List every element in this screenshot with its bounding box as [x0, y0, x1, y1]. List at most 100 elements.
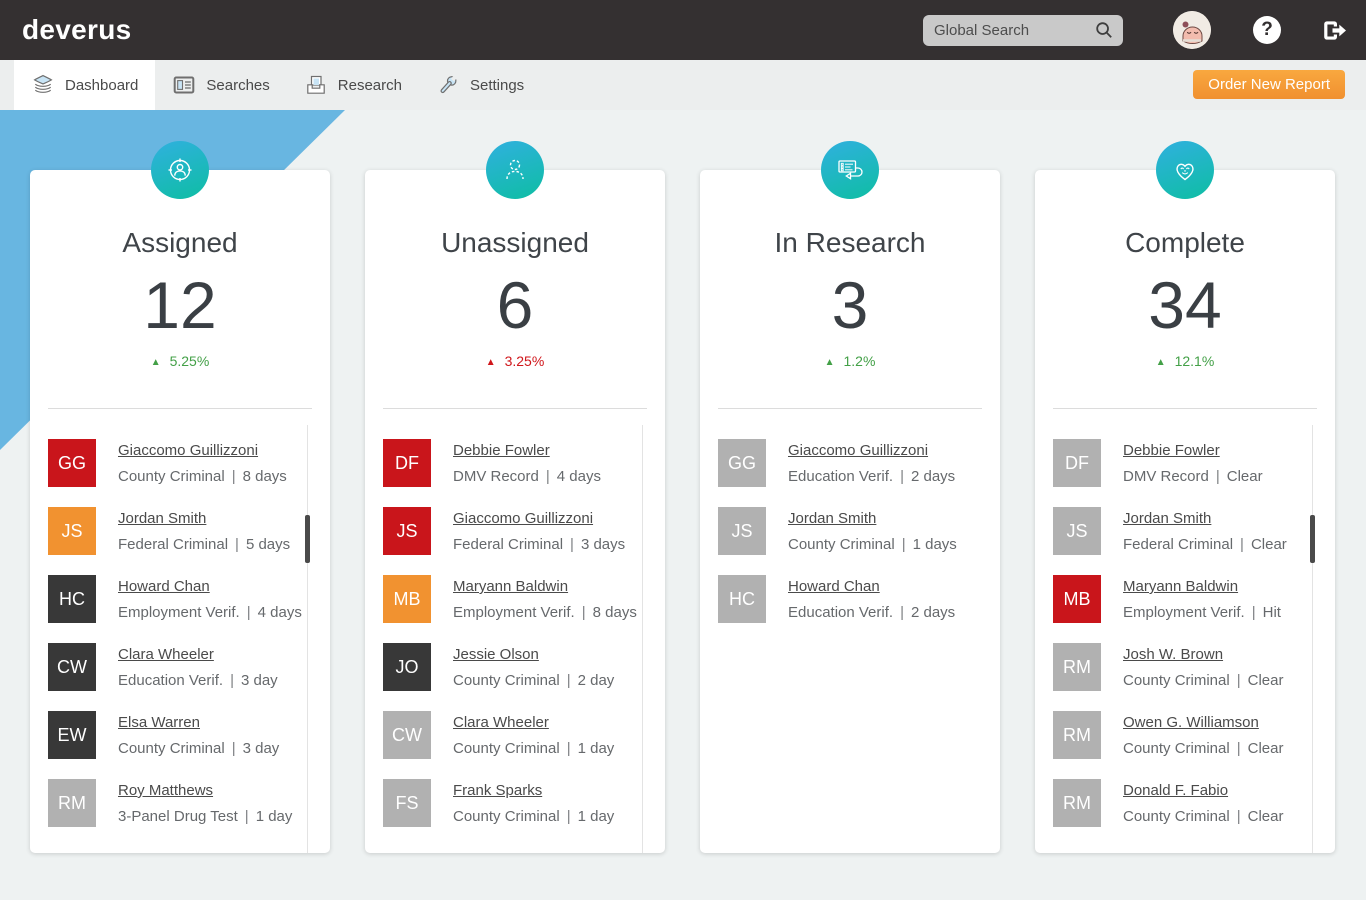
record-type: Federal Criminal [1123, 536, 1234, 553]
card-title: In Research [774, 227, 926, 258]
avatar: HC [718, 575, 766, 623]
topbar: deverus ? [0, 0, 1366, 60]
avatar: RM [1053, 779, 1101, 827]
card-divider [383, 408, 647, 409]
applicant-name-link[interactable]: Giaccomo Guillizzoni [788, 442, 929, 459]
logout-icon [1324, 20, 1346, 40]
avatar: RM [1053, 643, 1101, 691]
avatar: DF [1053, 439, 1101, 487]
window-list-icon [174, 76, 195, 94]
dashboard-content: Assigned 12 ▲ 5.25% GG Giaccomo Guillizzo… [0, 110, 1366, 900]
trend-value: 5.25% [169, 353, 210, 369]
applicant-name-link[interactable]: Maryann Baldwin [453, 578, 569, 595]
list-item: DF Debbie Fowler DMV Record | 4 days [383, 439, 639, 487]
applicant-name-link[interactable]: Giaccomo Guillizzoni [118, 442, 259, 459]
record-status: 1 day [577, 808, 615, 825]
trend-value: 12.1% [1174, 353, 1215, 369]
user-avatar-button[interactable] [1173, 11, 1211, 49]
applicant-name-link[interactable]: Howard Chan [118, 578, 210, 595]
applicant-name-link[interactable]: Frank Sparks [453, 782, 543, 799]
trend-indicator: ▲ 12.1% [1035, 353, 1335, 369]
record-type: DMV Record [1123, 468, 1209, 485]
status-card-assigned: Assigned 12 ▲ 5.25% GG Giaccomo Guillizzo… [30, 141, 330, 853]
wrench-icon [440, 75, 458, 94]
pipe-separator: | [545, 468, 550, 485]
list-item: RM Josh W. Brown County Criminal | Clear [1053, 643, 1309, 691]
list-item: CW Clara Wheeler County Criminal | 1 day [383, 711, 639, 759]
avatar: JS [383, 507, 431, 555]
list-item: MB Maryann Baldwin Employment Verif. | 8 d… [383, 575, 639, 623]
record-type: County Criminal [453, 808, 560, 825]
pipe-separator: | [566, 672, 571, 689]
applicant-name-link[interactable]: Owen G. Williamson [1123, 714, 1259, 731]
pipe-separator: | [566, 740, 571, 757]
applicant-name-link[interactable]: Clara Wheeler [453, 714, 549, 731]
list-item: JS Jordan Smith Federal Criminal | Clear [1053, 507, 1309, 555]
record-status: 2 days [910, 604, 956, 621]
global-search-box[interactable] [923, 14, 1123, 46]
list-item: DF Debbie Fowler DMV Record | Clear [1053, 439, 1309, 487]
card-count: 6 [496, 268, 534, 342]
list-item: GG Giaccomo Guillizzoni Education Verif.… [718, 439, 974, 487]
card-badge [151, 141, 209, 199]
record-status: 1 day [577, 740, 615, 757]
global-search-input[interactable] [934, 21, 1094, 39]
list-item: JS Giaccomo Guillizzoni Federal Criminal… [383, 507, 639, 555]
applicant-name-link[interactable]: Elsa Warren [118, 714, 200, 731]
in-research-form-return-icon [838, 160, 863, 180]
record-type: Employment Verif. [1123, 604, 1245, 621]
record-info: Education Verif. | 2 days [788, 604, 955, 621]
applicant-name-link[interactable]: Josh W. Brown [1123, 646, 1224, 663]
tab-settings[interactable]: Settings [419, 60, 541, 110]
applicant-name-link[interactable]: Maryann Baldwin [1123, 578, 1239, 595]
tab-dashboard[interactable]: Dashboard [14, 60, 156, 110]
card-count: 3 [831, 268, 869, 342]
applicant-name-link[interactable]: Jordan Smith [788, 510, 877, 527]
scrollbar-thumb[interactable] [1310, 515, 1315, 563]
card-badge [1156, 141, 1214, 199]
tab-label: Settings [469, 76, 525, 94]
applicant-name-link[interactable]: Debbie Fowler [453, 442, 550, 459]
list-item: GG Giaccomo Guillizzoni County Criminal |… [48, 439, 304, 487]
tab-research[interactable]: Research [287, 60, 419, 110]
record-status: Clear [1247, 740, 1284, 757]
record-status: 1 days [912, 536, 957, 553]
printer-icon [306, 75, 325, 94]
applicant-name-link[interactable]: Jordan Smith [1123, 510, 1212, 527]
applicant-name-link[interactable]: Howard Chan [788, 578, 880, 595]
record-info: County Criminal | Clear [1123, 740, 1283, 757]
trend-arrow-icon: ▲ [150, 357, 161, 368]
avatar: HC [48, 575, 96, 623]
tab-searches[interactable]: Searches [155, 60, 286, 110]
pipe-separator: | [231, 468, 236, 485]
search-icon[interactable] [1094, 20, 1114, 40]
applicant-name-link[interactable]: Roy Matthews [118, 782, 214, 799]
card-divider [1053, 408, 1317, 409]
logout-button[interactable] [1321, 17, 1348, 44]
record-info: DMV Record | 4 days [453, 468, 601, 485]
record-type: Employment Verif. [453, 604, 575, 621]
pipe-separator: | [1251, 604, 1256, 621]
pipe-separator: | [901, 536, 906, 553]
order-new-report-button[interactable]: Order New Report [1193, 70, 1345, 99]
avatar: GG [718, 439, 766, 487]
applicant-name-link[interactable]: Jessie Olson [453, 646, 539, 663]
list-item: RM Donald F. Fabio County Criminal | Clear [1053, 779, 1309, 827]
unassigned-dashed-person-icon [506, 159, 524, 180]
record-status: 1 day [255, 808, 293, 825]
pipe-separator: | [1240, 536, 1244, 553]
pipe-separator: | [581, 604, 586, 621]
applicant-name-link[interactable]: Jordan Smith [118, 510, 207, 527]
help-button[interactable]: ? [1253, 16, 1281, 44]
applicant-name-link[interactable]: Giaccomo Guillizzoni [453, 510, 594, 527]
pipe-separator: | [244, 808, 249, 825]
record-info: Federal Criminal | Clear [1123, 536, 1287, 553]
applicant-name-link[interactable]: Donald F. Fabio [1123, 782, 1229, 799]
applicant-name-link[interactable]: Debbie Fowler [1123, 442, 1220, 459]
scrollbar-thumb[interactable] [305, 515, 310, 563]
avatar: DF [383, 439, 431, 487]
card-divider [48, 408, 312, 409]
applicant-list: DF Debbie Fowler DMV Record | Clear JS Jor… [1053, 439, 1309, 847]
record-type: Education Verif. [788, 468, 894, 485]
applicant-name-link[interactable]: Clara Wheeler [118, 646, 214, 663]
